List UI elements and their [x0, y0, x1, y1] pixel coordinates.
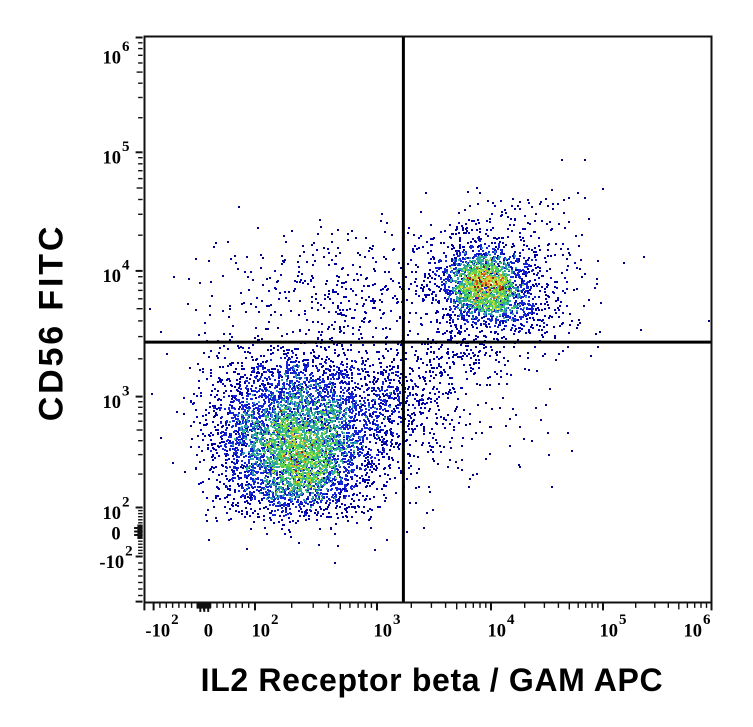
svg-text:0: 0	[111, 525, 120, 545]
svg-text:CD56 FITC: CD56 FITC	[33, 224, 71, 422]
svg-text:0: 0	[204, 622, 213, 642]
svg-text:IL2 Receptor beta / GAM APC: IL2 Receptor beta / GAM APC	[201, 662, 664, 698]
